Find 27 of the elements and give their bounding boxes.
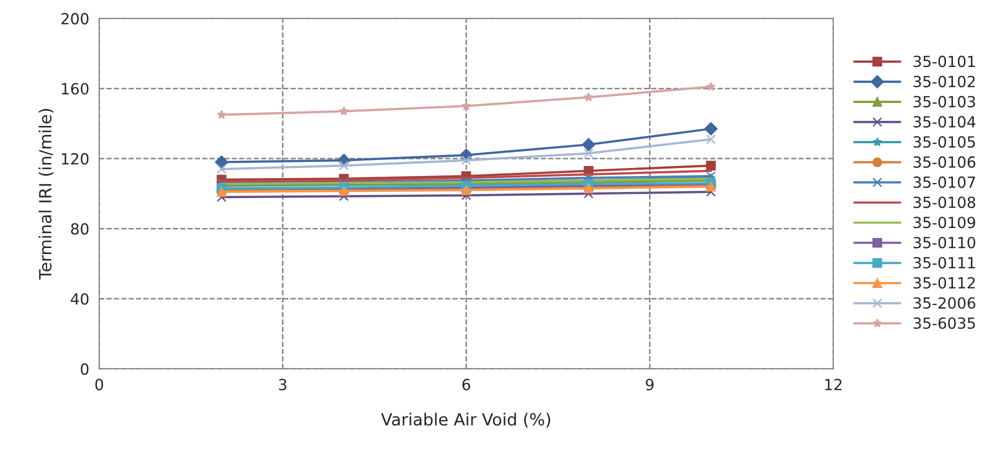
x-tick-label: 6 [462,378,470,390]
legend-label: 35-0111 [914,256,975,269]
x-tick-label: 0 [95,378,104,390]
legend-label: 35-0107 [914,176,975,188]
legend-label: 35-0110 [914,236,976,248]
y-tick-label: 80 [71,223,88,235]
legend-label: 35-0105 [914,136,975,148]
y-tick-label: 160 [62,82,88,95]
x-tick-label: 9 [646,378,654,390]
legend-label: 35-0102 [914,76,975,88]
legend-label: 35-0109 [914,216,976,228]
x-tick-label: 3 [279,378,286,390]
x-tick-label: 12 [825,378,842,390]
legend-label: 35-2006 [914,297,976,309]
y-axis-title: Terminal IRI (in/mile) [38,109,54,280]
y-tick-label: 0 [80,363,88,375]
legend-label: 35-0104 [914,116,976,128]
legend-label: 35-6035 [914,317,975,329]
y-tick-label: 40 [70,293,88,305]
legend-label: 35-0101 [914,56,975,68]
y-tick-label: 120 [62,153,88,165]
legend-label: 35-0106 [914,156,976,168]
y-tick-label: 200 [61,12,88,24]
legend-label: 35-0112 [914,277,975,289]
legend-label: 35-0103 [914,96,976,108]
x-axis-title: Variable Air Void (%) [381,412,550,428]
legend-label: 35-0108 [914,196,976,208]
